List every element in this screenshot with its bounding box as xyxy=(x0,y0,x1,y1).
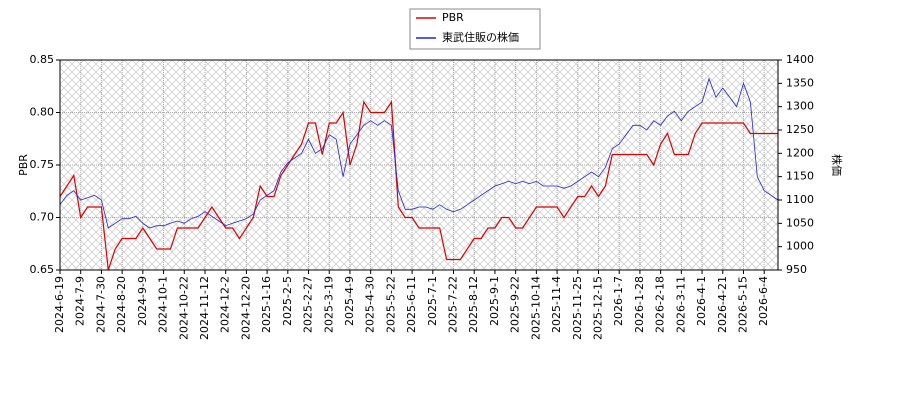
x-tick-label: 2026-4-1 xyxy=(695,276,708,326)
x-tick-label: 2024-12-2 xyxy=(219,276,232,333)
x-tick-label: 2024-8-20 xyxy=(115,276,128,333)
series-line xyxy=(59,77,779,229)
x-tick-label: 2025-6-11 xyxy=(405,276,418,333)
x-tick-label: 2025-11-4 xyxy=(550,276,563,333)
series-line xyxy=(59,100,778,271)
x-tick-label: 2024-12-20 xyxy=(239,276,252,340)
y2-tick-label: 1200 xyxy=(786,146,814,159)
legend-label: PBR xyxy=(442,11,464,24)
legend-label: 東武住販の株価 xyxy=(442,30,519,44)
y2-tick-label: 1150 xyxy=(786,170,814,183)
x-tick-label: 2025-7-22 xyxy=(447,276,460,333)
y-tick-label: 0.75 xyxy=(30,158,55,171)
y2-tick-label: 1300 xyxy=(786,100,814,113)
x-tick-label: 2025-4-9 xyxy=(343,276,356,326)
x-tick-label: 2024-11-12 xyxy=(198,276,211,340)
y-tick-label: 0.85 xyxy=(30,53,55,66)
y-axis-label: PBR xyxy=(17,154,30,176)
x-tick-label: 2024-7-9 xyxy=(74,276,87,326)
x-tick-label: 2025-11-25 xyxy=(571,276,584,340)
x-tick-label: 2026-5-15 xyxy=(736,276,749,333)
x-tick-label: 2024-10-22 xyxy=(177,276,190,340)
x-tick-label: 2026-4-21 xyxy=(716,276,729,333)
x-tick-label: 2025-7-1 xyxy=(426,276,439,326)
x-tick-label: 2025-3-19 xyxy=(322,276,335,333)
x-tick-label: 2025-8-12 xyxy=(467,276,480,333)
x-tick-label: 2025-10-14 xyxy=(529,276,542,340)
x-tick-label: 2025-9-22 xyxy=(509,276,522,333)
y2-tick-label: 1050 xyxy=(786,216,814,229)
x-tick-label: 2026-6-4 xyxy=(757,276,770,326)
x-tick-label: 2024-7-30 xyxy=(94,276,107,333)
legend xyxy=(409,8,541,50)
x-tick-label: 2026-3-11 xyxy=(674,276,687,333)
y2-tick-label: 1350 xyxy=(786,76,814,89)
y2-tick-label: 1000 xyxy=(786,240,814,253)
y2-tick-label: 1400 xyxy=(786,53,814,66)
x-tick-label: 2024-9-9 xyxy=(136,276,149,326)
x-tick-label: 2024-6-19 xyxy=(53,276,66,333)
y2-axis-label: 株価 xyxy=(830,154,844,176)
x-tick-label: 2025-9-1 xyxy=(488,276,501,326)
y2-tick-label: 1250 xyxy=(786,123,814,136)
x-tick-label: 2025-12-15 xyxy=(592,276,605,340)
x-tick-label: 2025-2-27 xyxy=(302,276,315,333)
y2-tick-label: 950 xyxy=(786,263,807,276)
x-tick-label: 2025-2-5 xyxy=(281,276,294,326)
x-tick-label: 2026-2-18 xyxy=(654,276,667,333)
x-tick-label: 2026-1-7 xyxy=(612,276,625,326)
y-tick-label: 0.70 xyxy=(30,211,55,224)
y-tick-label: 0.80 xyxy=(30,106,55,119)
y-tick-label: 0.65 xyxy=(30,263,55,276)
x-tick-label: 2025-4-30 xyxy=(364,276,377,333)
x-tick-label: 2026-1-28 xyxy=(633,276,646,333)
x-tick-label: 2025-1-16 xyxy=(260,276,273,333)
y2-tick-label: 1100 xyxy=(786,193,814,206)
x-tick-label: 2025-5-22 xyxy=(384,276,397,333)
x-tick-label: 2024-10-1 xyxy=(157,276,170,333)
